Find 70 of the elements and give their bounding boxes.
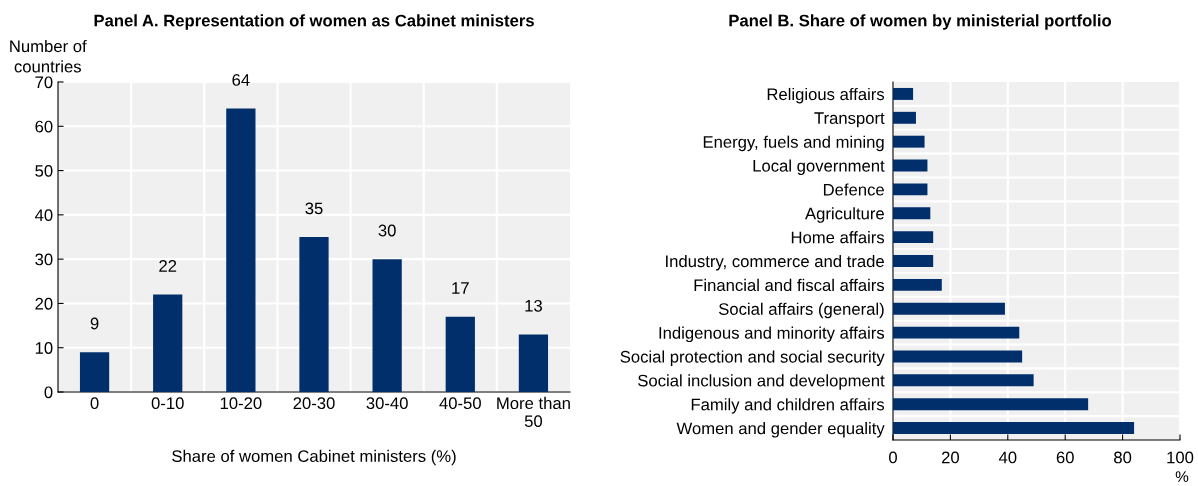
- y-tick-label: Women and gender equality: [676, 422, 885, 438]
- bar: [893, 350, 1023, 363]
- y-tick-label: Home affairs: [791, 231, 885, 244]
- y-tick-label: 20: [35, 297, 53, 310]
- y-tick-label: Religious affairs: [767, 87, 885, 104]
- x-tick-label: 0: [889, 451, 897, 464]
- data-label: 9: [90, 317, 99, 330]
- x-tick-label: 20: [941, 451, 960, 464]
- bar: [893, 302, 1005, 315]
- bar: [79, 352, 110, 392]
- bar: [518, 334, 549, 392]
- y-tick-label: Social inclusion and development: [638, 374, 885, 390]
- x-tick-label: 20-30: [293, 397, 335, 410]
- bar: [893, 278, 942, 291]
- bar: [893, 111, 916, 124]
- bar: [372, 259, 402, 392]
- data-label: 17: [452, 282, 469, 294]
- x-tick-label: 80: [1114, 451, 1132, 464]
- x-axis-title: %: [1175, 471, 1189, 482]
- y-tick-label: Transport: [814, 112, 885, 128]
- y-tick-label: Local government: [753, 159, 885, 176]
- bar: [893, 135, 925, 148]
- data-label: 64: [232, 74, 250, 86]
- data-label: 30: [378, 224, 396, 237]
- x-tick-label: More than 50: [497, 396, 570, 428]
- y-tick-label: 70: [35, 76, 53, 89]
- chart-title: Panel A. Representation of women as Cabinet ministers: [94, 14, 534, 30]
- bar: [893, 231, 934, 244]
- y-tick-label: 50: [35, 164, 53, 177]
- bar: [299, 237, 329, 392]
- bar: [893, 374, 1034, 387]
- x-tick-label: 10-20: [220, 397, 262, 410]
- bar: [153, 294, 183, 392]
- data-label: 35: [305, 202, 323, 215]
- bar: [893, 87, 914, 100]
- y-tick-label: Family and children affairs: [691, 398, 885, 414]
- bar: [893, 422, 1135, 435]
- y-tick-label: Indigenous and minority affairs: [659, 326, 885, 343]
- x-tick-label: 60: [1056, 451, 1074, 464]
- y-tick-label: 30: [35, 253, 53, 266]
- bar: [893, 183, 928, 196]
- x-tick-label: 0-10: [151, 397, 184, 410]
- y-tick-label: 10: [35, 342, 53, 354]
- y-tick-label: Energy, fuels and mining: [703, 135, 884, 152]
- x-tick-label: 40-50: [439, 397, 481, 410]
- bar: [226, 108, 256, 392]
- bar: [893, 159, 928, 172]
- data-label: 22: [159, 260, 177, 272]
- y-tick-label: Agriculture: [805, 207, 884, 223]
- bar: [893, 207, 931, 220]
- bar: [893, 398, 1089, 411]
- x-tick-label: 40: [998, 451, 1017, 464]
- y-tick-label: Financial and fiscal affairs: [694, 278, 885, 292]
- y-tick-label: 40: [34, 209, 53, 222]
- bar: [893, 326, 1020, 339]
- y-tick-label: Defence: [823, 183, 884, 196]
- x-axis-title: Share of women Cabinet ministers (%): [172, 449, 456, 466]
- x-tick-label: 100: [1167, 451, 1194, 464]
- chart-title: Panel B. Share of women by ministerial portfolio: [729, 14, 1112, 30]
- x-tick-label: 30-40: [366, 397, 408, 410]
- y-tick-label: Social protection and social security: [620, 350, 885, 366]
- bar: [445, 316, 475, 392]
- y-axis-title: Number of countries: [10, 39, 87, 73]
- y-tick-label: Industry, commerce and trade: [666, 254, 884, 271]
- y-tick-label: Social affairs (general): [718, 302, 884, 319]
- bar: [893, 255, 934, 267]
- y-tick-label: 60: [35, 120, 53, 133]
- data-label: 13: [525, 299, 542, 312]
- x-tick-label: 0: [90, 397, 99, 410]
- y-tick-label: 0: [44, 386, 53, 399]
